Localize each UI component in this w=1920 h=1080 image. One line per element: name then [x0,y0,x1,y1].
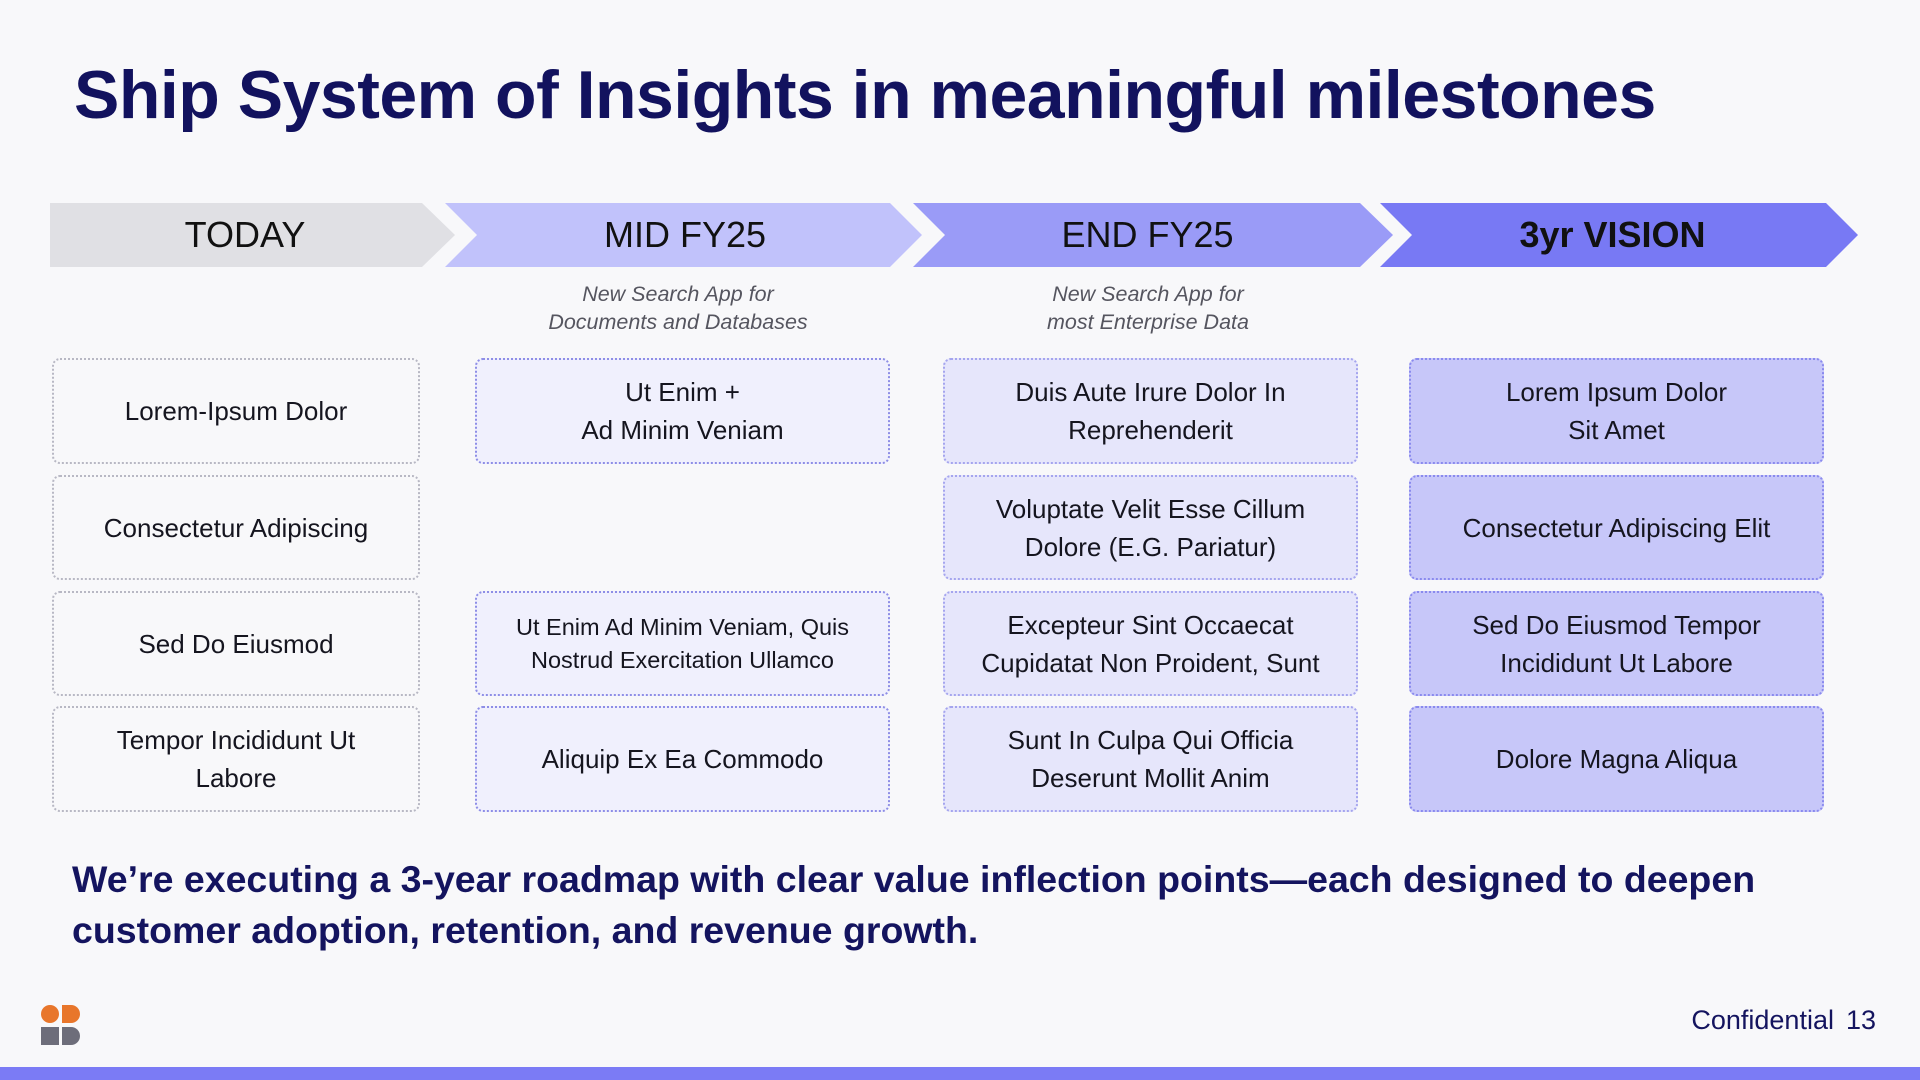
stage-label-3yr-vision: 3yr VISION [1519,214,1706,255]
card-end-fy25-2: Voluptate Velit Esse Cillum Dolore (E.G.… [943,475,1358,580]
card-3yr-vision-3: Sed Do Eiusmod Tempor Incididunt Ut Labo… [1409,591,1824,696]
card-today-4: Tempor Incididunt Ut Labore [52,706,420,812]
card-end-fy25-4: Sunt In Culpa Qui Officia Deserunt Molli… [943,706,1358,812]
company-logo-icon [41,1005,80,1045]
stage-label-today: TODAY [184,214,306,255]
card-3yr-vision-2: Consectetur Adipiscing Elit [1409,475,1824,580]
stage-label-mid-fy25: MID FY25 [603,214,767,255]
card-end-fy25-3: Excepteur Sint Occaecat Cupidatat Non Pr… [943,591,1358,696]
stage-label-end-fy25: END FY25 [1061,214,1234,255]
card-today-1: Lorem-Ipsum Dolor [52,358,420,464]
summary-statement: We’re executing a 3-year roadmap with cl… [72,858,1756,951]
confidential-label: Confidential [1691,1005,1834,1035]
card-3yr-vision-4: Dolore Magna Aliqua [1409,706,1824,812]
card-mid-fy25-1: Ut Enim + Ad Minim Veniam [475,358,890,464]
card-mid-fy25-2: Ut Enim Ad Minim Veniam, Quis Nostrud Ex… [475,591,890,696]
card-3yr-vision-1: Lorem Ipsum Dolor Sit Amet [1409,358,1824,464]
card-end-fy25-1: Duis Aute Irure Dolor In Reprehenderit [943,358,1358,464]
page-title: Ship System of Insights in meaningful mi… [74,57,1656,133]
page-number: 13 [1845,1005,1876,1035]
stage-subtitle-end-fy25: New Search App for most Enterprise Data [1047,282,1249,334]
stage-subtitle-mid-fy25: New Search App for Documents and Databas… [548,282,808,334]
footer-confidential: Confidential 13 [1691,1005,1876,1036]
card-today-2: Consectetur Adipiscing [52,475,420,580]
bottom-accent-bar [0,1067,1920,1080]
card-mid-fy25-3: Aliquip Ex Ea Commodo [475,706,890,812]
card-today-3: Sed Do Eiusmod [52,591,420,696]
